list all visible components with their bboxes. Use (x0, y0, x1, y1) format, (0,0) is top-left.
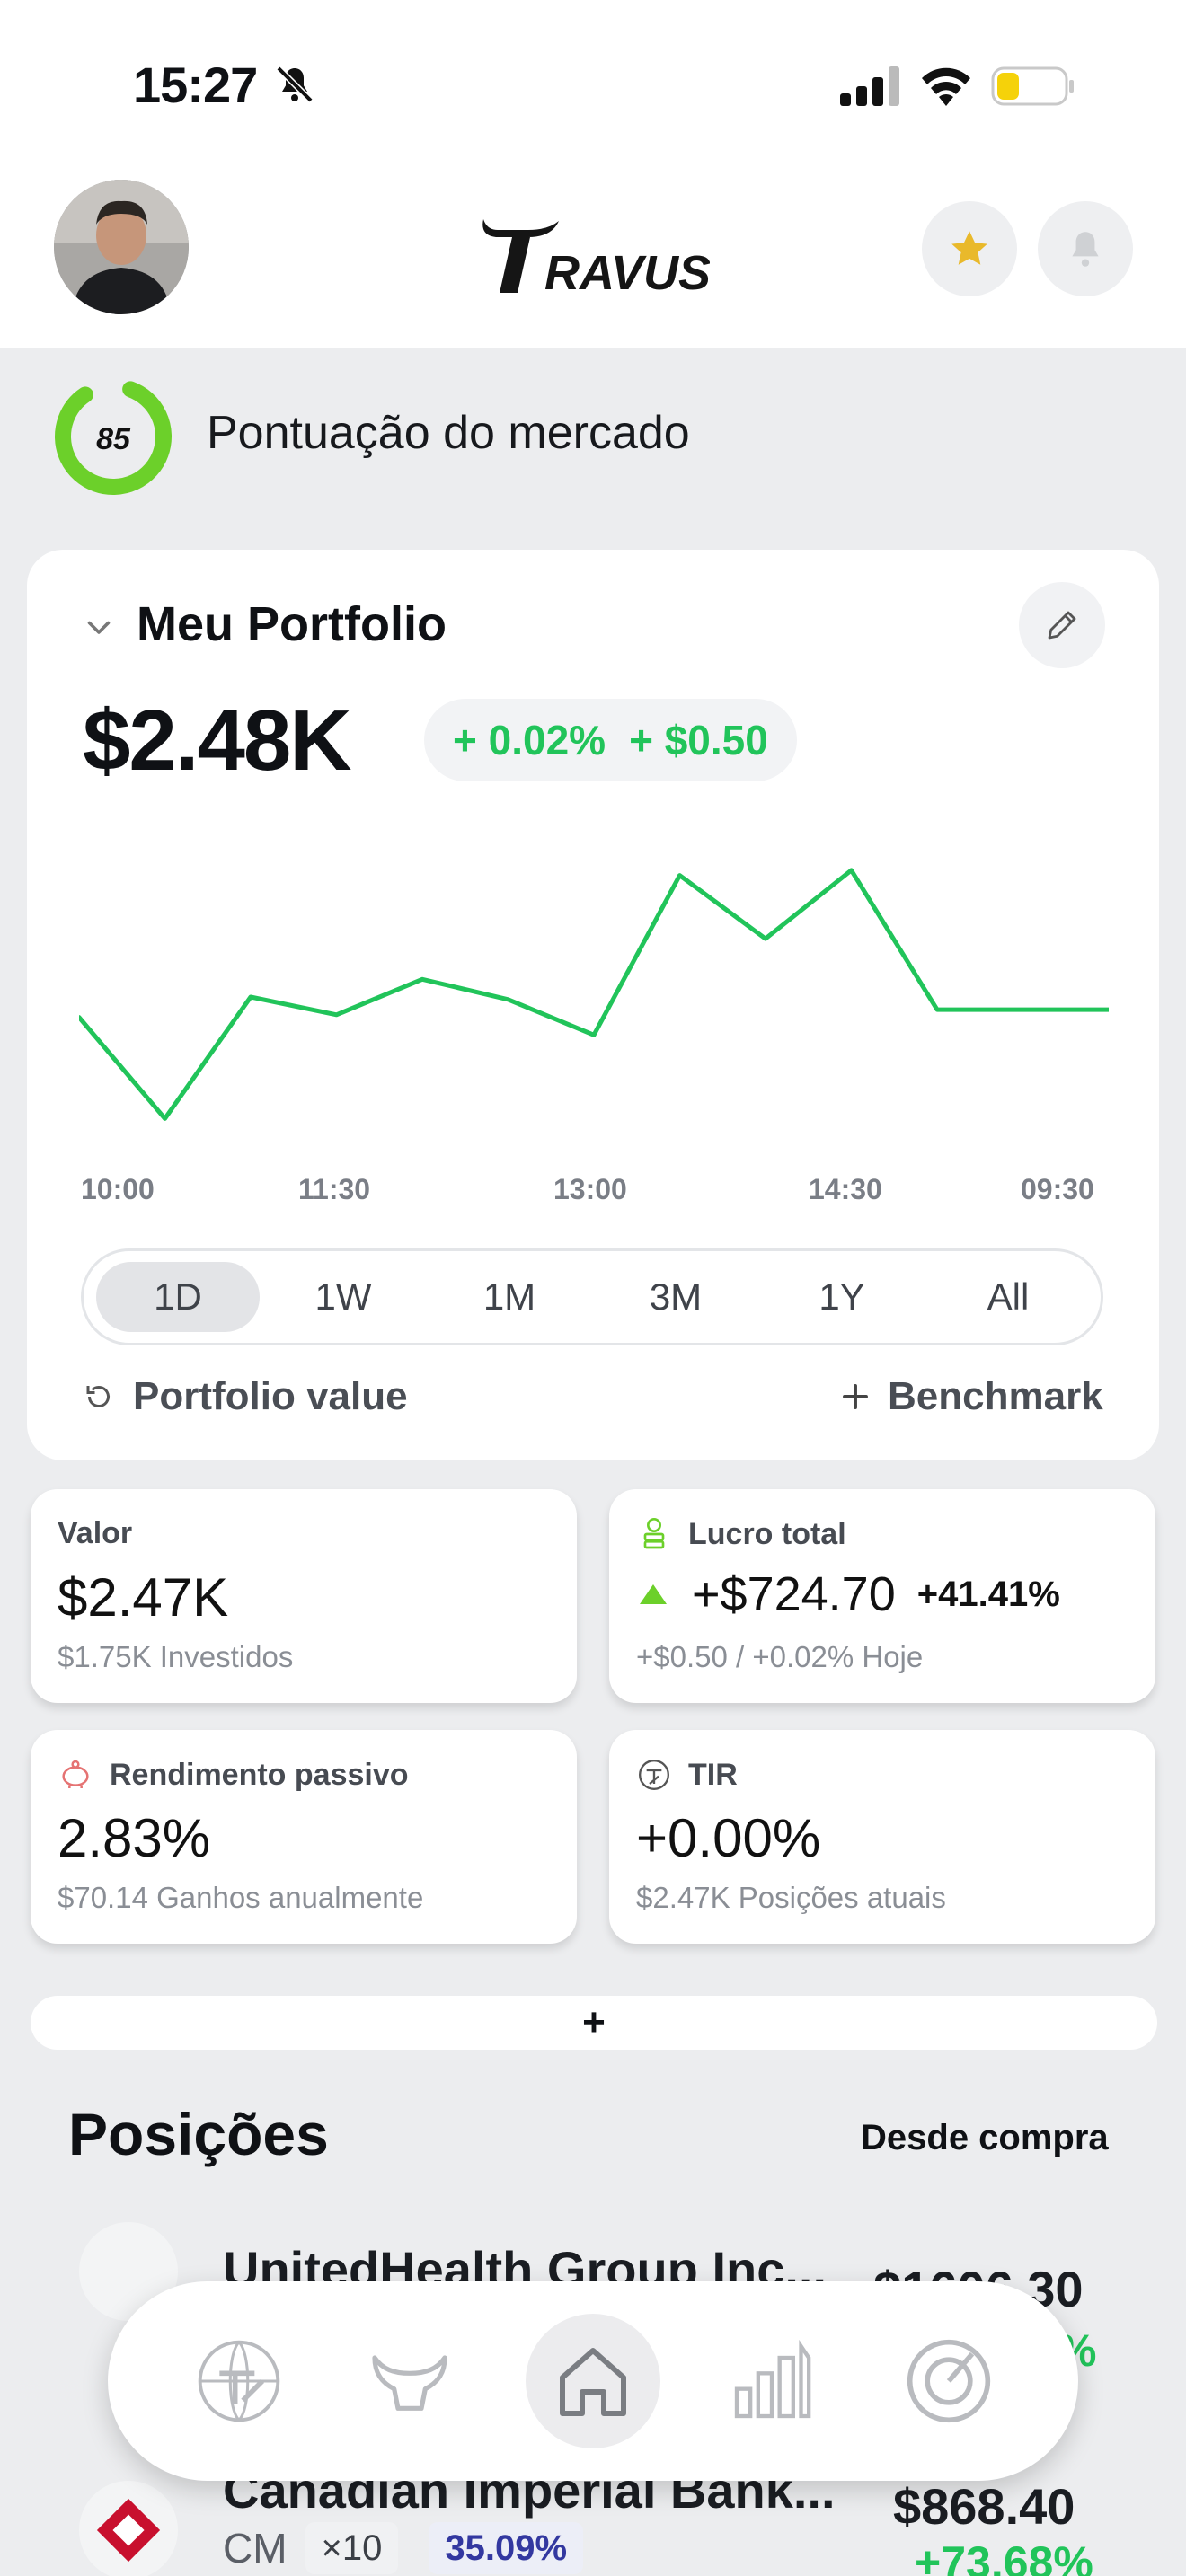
range-1m[interactable]: 1M (482, 1275, 536, 1318)
range-all[interactable]: All (987, 1275, 1030, 1318)
x-tick-label: 10:00 (81, 1173, 155, 1205)
cellular-signal-icon (840, 66, 899, 106)
portfolio-value-toggle[interactable]: Portfolio value (83, 1374, 408, 1419)
bars-icon (734, 2339, 811, 2419)
add-benchmark-button[interactable]: Benchmark (839, 1374, 1103, 1419)
x-tick-label: 13:00 (553, 1173, 627, 1205)
portfolio-title[interactable]: Meu Portfolio (137, 597, 447, 651)
tile-tir-value: +0.00% (636, 1808, 821, 1868)
tile-lucro-label: Lucro total (688, 1516, 846, 1551)
position-meta: CM ×10 35.09% (223, 2522, 584, 2574)
nav-bars[interactable] (711, 2320, 833, 2442)
tile-lucro[interactable]: Lucro total +$724.70 +41.41% +$0.50 / +0… (609, 1489, 1155, 1703)
triangle-up-icon (640, 1584, 667, 1604)
position-change: +73.68% (915, 2537, 1093, 2576)
market-score-ring[interactable]: 85 (50, 374, 176, 499)
plus-icon (843, 1384, 868, 1409)
portfolio-change-pill: + 0.02% + $0.50 (424, 699, 797, 781)
nav-home[interactable] (526, 2314, 660, 2448)
market-score-value: 85 (96, 422, 131, 456)
range-1d[interactable]: 1D (96, 1262, 260, 1332)
position-weight: 35.09% (429, 2522, 584, 2574)
x-tick-label: 14:30 (809, 1173, 882, 1205)
position-price: $868.40 (893, 2478, 1075, 2535)
nav-radar[interactable] (888, 2320, 1010, 2442)
nav-bull[interactable] (349, 2320, 471, 2442)
bell-off-icon (276, 66, 314, 103)
position-ticker: CM (223, 2525, 288, 2572)
tile-rendimento-value: 2.83% (58, 1808, 211, 1868)
range-1w[interactable]: 1W (314, 1275, 372, 1318)
portfolio-line-chart[interactable] (79, 844, 1109, 1150)
change-amount: + $0.50 (629, 717, 768, 763)
tile-rendimento-sub: $70.14 Ganhos anualmente (58, 1881, 424, 1914)
globe-chart-icon (639, 1760, 669, 1790)
range-3m[interactable]: 3M (649, 1275, 703, 1318)
portfolio-series-line (79, 868, 1109, 1121)
benchmark-label: Benchmark (888, 1374, 1103, 1418)
tile-valor-sub: $1.75K Investidos (58, 1640, 294, 1673)
status-time: 15:27 (133, 57, 258, 113)
x-tick-label: 11:30 (298, 1173, 371, 1205)
range-1y[interactable]: 1Y (819, 1275, 865, 1318)
time-range-selector: 1D 1W 1M 3M 1Y All (81, 1248, 1103, 1345)
portfolio-value-label: Portfolio value (133, 1374, 408, 1418)
portfolio-value: $2.48K (83, 693, 352, 789)
notifications-button[interactable] (1038, 201, 1133, 296)
bottom-nav (108, 2281, 1078, 2481)
add-widget-button[interactable]: + (31, 1996, 1157, 2050)
tile-lucro-sub: +$0.50 / +0.02% Hoje (636, 1640, 924, 1673)
travus-logo: RAVUS (482, 219, 710, 298)
avatar-photo-icon (54, 180, 189, 314)
tile-valor-value: $2.47K (58, 1567, 229, 1628)
radar-icon (907, 2339, 991, 2423)
battery-icon (991, 66, 1074, 106)
tile-rendimento[interactable]: Rendimento passivo 2.83% $70.14 Ganhos a… (31, 1730, 577, 1944)
position-qty: ×10 (305, 2522, 399, 2574)
cibc-logo (79, 2481, 178, 2576)
change-percent: + 0.02% (453, 717, 606, 763)
market-score-label[interactable]: Pontuação do mercado (207, 407, 690, 459)
chevron-down-icon[interactable] (83, 611, 115, 643)
history-icon (86, 1386, 110, 1407)
tile-valor-label: Valor (58, 1516, 133, 1550)
tile-valor[interactable]: Valor $2.47K $1.75K Investidos (31, 1489, 577, 1703)
tile-rendimento-label: Rendimento passivo (110, 1757, 409, 1792)
logo-text: RAVUS (544, 246, 710, 298)
edit-portfolio-button[interactable] (1019, 582, 1105, 668)
positions-title: Posições (68, 2101, 329, 2167)
cibc-diamond-icon (96, 2498, 161, 2563)
globe-chart-icon (198, 2340, 280, 2422)
tile-tir-label: TIR (688, 1757, 738, 1792)
wifi-icon (922, 67, 970, 106)
pencil-icon (1048, 611, 1076, 640)
tile-tir-sub: $2.47K Posições atuais (636, 1881, 946, 1914)
avatar[interactable] (54, 180, 189, 314)
tile-lucro-pct: +41.41% (916, 1574, 1060, 1614)
tile-tir[interactable]: TIR +0.00% $2.47K Posições atuais (609, 1730, 1155, 1944)
piggy-bank-icon (62, 1760, 89, 1788)
tile-lucro-value: +$724.70 (692, 1567, 896, 1621)
x-tick-label: 09:30 (1021, 1173, 1094, 1205)
home-icon (560, 2348, 626, 2416)
favorites-button[interactable] (922, 201, 1017, 296)
bull-icon (372, 2355, 447, 2411)
star-icon (951, 231, 987, 265)
coins-icon (643, 1518, 665, 1549)
positions-sort[interactable]: Desde compra (861, 2118, 1109, 2157)
nav-globe[interactable] (178, 2320, 300, 2442)
bell-icon (1072, 232, 1099, 267)
